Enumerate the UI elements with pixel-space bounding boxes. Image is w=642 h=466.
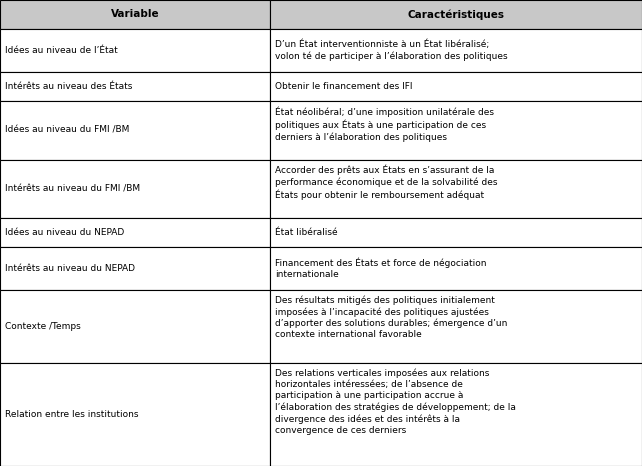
Text: Obtenir le financement des IFI: Obtenir le financement des IFI [275,82,413,91]
Text: D’un État interventionniste à un État libéralisé;
volon té de participer à l’éla: D’un État interventionniste à un État li… [275,40,508,61]
Text: Intérêts au niveau du NEPAD: Intérêts au niveau du NEPAD [5,264,135,273]
Bar [0,101,270,159]
Bar [270,0,642,29]
Bar [270,290,642,363]
Bar [0,29,270,72]
Bar [270,29,642,72]
Bar [0,363,270,466]
Bar [0,247,270,290]
Text: État libéralisé: État libéralisé [275,228,338,237]
Bar [0,290,270,363]
Bar [0,72,270,101]
Bar [270,247,642,290]
Bar [270,363,642,466]
Bar [270,72,642,101]
Text: Caractéristiques: Caractéristiques [408,9,505,20]
Text: État néolibéral; d’une imposition unilatérale des
politiques aux États à une par: État néolibéral; d’une imposition unilat… [275,106,494,142]
Text: Des résultats mitigés des politiques initialement
imposées à l’incapacité des po: Des résultats mitigés des politiques ini… [275,295,508,339]
Text: Financement des États et force de négociation
internationale: Financement des États et force de négoci… [275,258,487,279]
Bar [270,218,642,247]
Text: Idées au niveau de l’État: Idées au niveau de l’État [5,46,117,55]
Bar [0,218,270,247]
Bar [0,0,270,29]
Bar [0,159,270,218]
Text: Idées au niveau du FMI /BM: Idées au niveau du FMI /BM [5,126,130,135]
Text: Relation entre les institutions: Relation entre les institutions [5,410,139,419]
Bar [270,101,642,159]
Bar [270,159,642,218]
Text: Des relations verticales imposées aux relations
horizontales intéressées; de l’a: Des relations verticales imposées aux re… [275,369,516,435]
Text: Accorder des prêts aux États en s’assurant de la
performance économique et de la: Accorder des prêts aux États en s’assura… [275,164,498,200]
Text: Idées au niveau du NEPAD: Idées au niveau du NEPAD [5,228,125,237]
Text: Intérêts au niveau du FMI /BM: Intérêts au niveau du FMI /BM [5,184,140,193]
Text: Variable: Variable [111,9,159,20]
Text: Intérêts au niveau des États: Intérêts au niveau des États [5,82,132,91]
Text: Contexte /Temps: Contexte /Temps [5,322,81,331]
